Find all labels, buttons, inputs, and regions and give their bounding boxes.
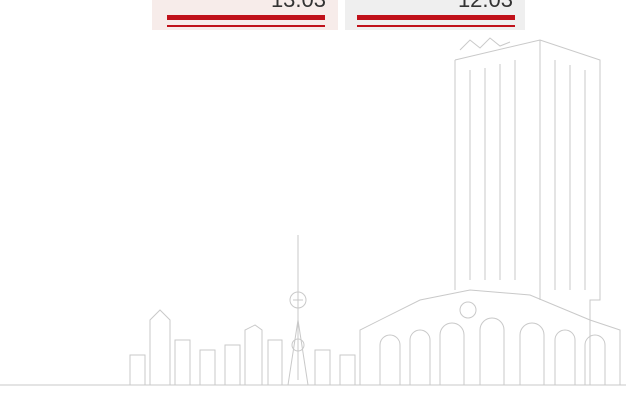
underline (167, 25, 325, 27)
screen: 13.03 12.03 (0, 0, 626, 402)
underline (357, 15, 515, 20)
skyline-sketch (0, 0, 626, 402)
stat-value: 12.03 (458, 0, 513, 13)
stat-card: 12.03 (345, 0, 525, 30)
underline (167, 15, 325, 20)
stat-value: 13.03 (271, 0, 326, 13)
underline (357, 25, 515, 27)
stat-card: 13.03 (152, 0, 338, 30)
